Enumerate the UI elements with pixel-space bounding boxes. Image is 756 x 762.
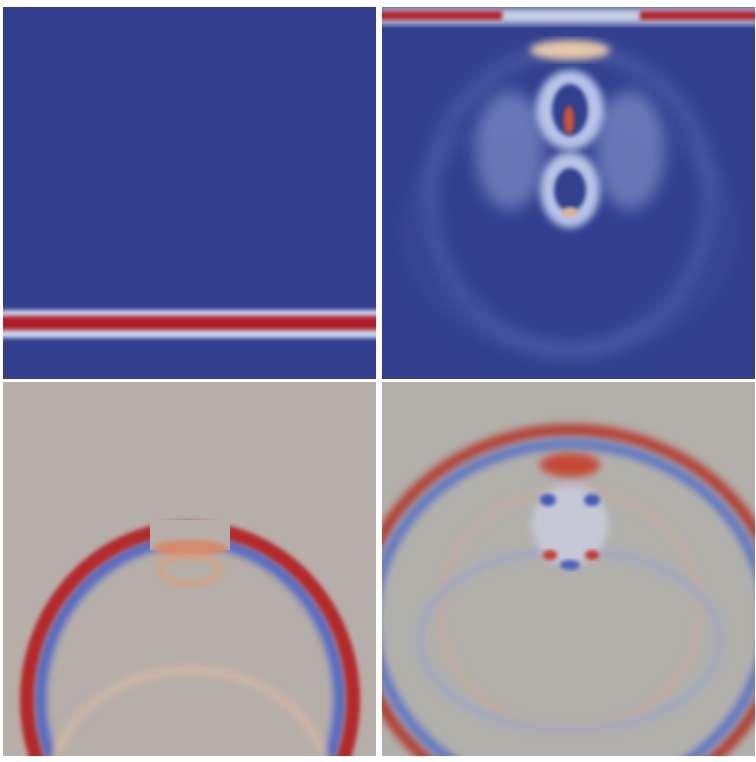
blob-spot	[585, 550, 599, 560]
blob	[595, 90, 665, 210]
blob-hot	[564, 106, 574, 134]
blob	[475, 90, 545, 210]
blob-spot	[560, 560, 580, 570]
hot-spot	[540, 453, 600, 477]
panel-top-left	[3, 7, 376, 379]
faint-wave	[52, 667, 328, 756]
blob-hot	[562, 207, 578, 217]
panel-top-right	[382, 7, 755, 379]
blob	[530, 40, 610, 60]
panel-bottom-left	[3, 382, 376, 756]
blob-core	[554, 168, 586, 212]
background	[3, 382, 376, 756]
inner-wave	[382, 439, 755, 756]
reflected-wave	[152, 540, 228, 556]
top-band	[640, 11, 755, 20]
blob-spot	[543, 550, 557, 560]
reflected-wave	[157, 553, 223, 587]
outer-wave	[382, 424, 755, 756]
top-band	[382, 11, 502, 20]
band	[3, 316, 376, 330]
panel-bottom-right	[382, 382, 755, 756]
blob-spot	[540, 494, 556, 506]
blob-spot	[584, 494, 600, 506]
